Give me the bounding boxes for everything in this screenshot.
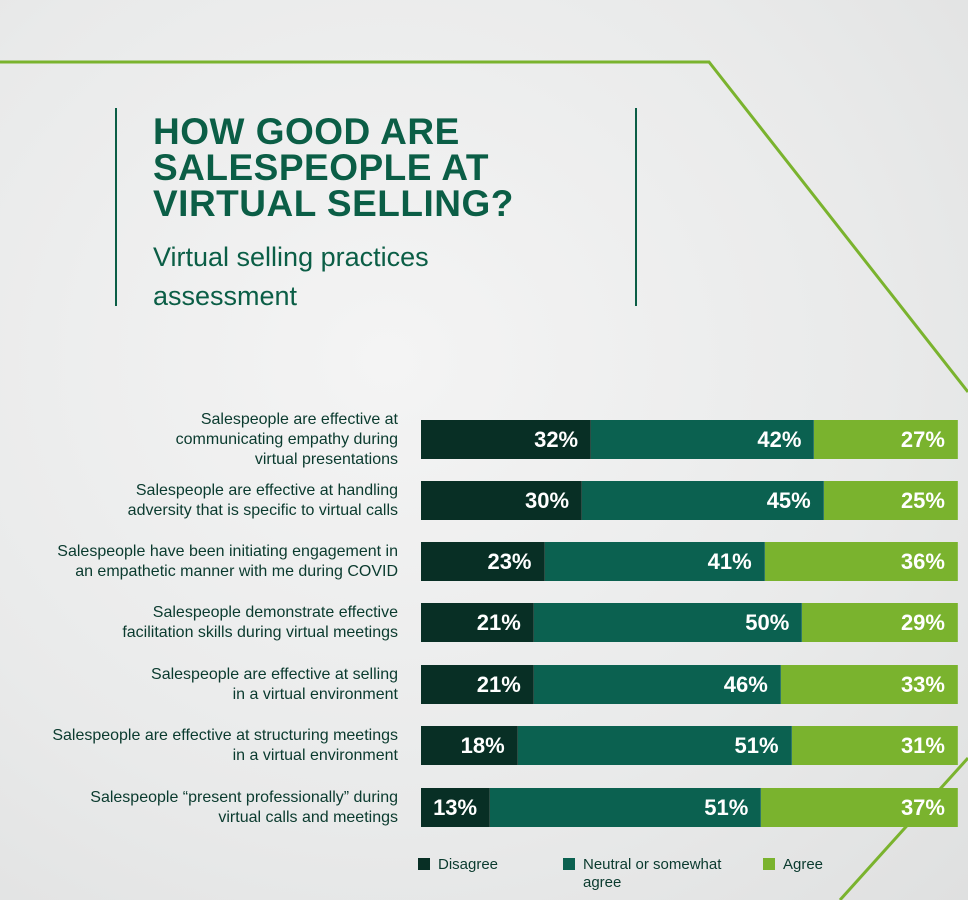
bar-segment-neutral: 51% bbox=[490, 788, 762, 827]
stacked-bar: 13% 51% 37% bbox=[421, 788, 958, 827]
bar-row: Salespeople have been initiating engagem… bbox=[0, 542, 968, 582]
stacked-bar: 23% 41% 36% bbox=[421, 542, 958, 581]
bar-segment-agree: 29% bbox=[802, 603, 958, 642]
chart-title: HOW GOOD ARE SALESPEOPLE AT VIRTUAL SELL… bbox=[153, 111, 514, 224]
bar-segment-agree: 27% bbox=[814, 420, 958, 459]
bar-segment-neutral: 45% bbox=[582, 481, 824, 520]
bar-segment-disagree: 18% bbox=[421, 726, 518, 765]
bar-segment-disagree: 23% bbox=[421, 542, 545, 581]
legend-item: Disagree bbox=[418, 856, 498, 874]
legend-swatch bbox=[763, 858, 775, 870]
legend-label: Disagree bbox=[438, 856, 499, 873]
bar-segment-agree: 36% bbox=[764, 542, 958, 581]
bar-segment-agree: 31% bbox=[791, 726, 958, 765]
legend-item: Agree bbox=[763, 856, 823, 874]
title-divider-right bbox=[635, 108, 637, 306]
category-label: Salespeople demonstrate effective facili… bbox=[122, 604, 398, 641]
bar-row: Salespeople are effective at handling ad… bbox=[0, 481, 968, 521]
bar-row: Salespeople “present professionally” dur… bbox=[0, 788, 968, 828]
legend-swatch bbox=[418, 858, 430, 870]
bar-segment-agree: 25% bbox=[823, 481, 958, 520]
bar-segment-neutral: 41% bbox=[544, 542, 765, 581]
bar-row: Salespeople are effective at selling in … bbox=[0, 665, 968, 705]
stacked-bar: 32% 42% 27% bbox=[421, 420, 958, 459]
bar-segment-disagree: 13% bbox=[421, 788, 491, 827]
bar-segment-neutral: 50% bbox=[533, 603, 803, 642]
chart-subtitle: Virtual selling practices assessment bbox=[153, 242, 429, 311]
category-label: Salespeople are effective at selling in … bbox=[151, 666, 398, 703]
stacked-bar: 18% 51% 31% bbox=[421, 726, 958, 765]
category-label: Salespeople are effective at handling ad… bbox=[127, 482, 398, 519]
legend-swatch bbox=[563, 858, 575, 870]
title-divider-left bbox=[115, 108, 117, 306]
category-label: Salespeople “present professionally” dur… bbox=[90, 789, 398, 826]
category-label: Salespeople have been initiating engagem… bbox=[57, 543, 398, 580]
bar-row: Salespeople demonstrate effective facili… bbox=[0, 603, 968, 643]
stacked-bar: 30% 45% 25% bbox=[421, 481, 958, 520]
bar-segment-neutral: 46% bbox=[533, 665, 781, 704]
bar-segment-disagree: 32% bbox=[421, 420, 592, 459]
bar-row: Salespeople are effective at communicati… bbox=[0, 411, 968, 468]
bar-row: Salespeople are effective at structuring… bbox=[0, 726, 968, 766]
bar-segment-disagree: 21% bbox=[421, 665, 534, 704]
bar-segment-neutral: 51% bbox=[517, 726, 792, 765]
bar-segment-neutral: 42% bbox=[591, 420, 815, 459]
category-label: Salespeople are effective at structuring… bbox=[52, 727, 398, 764]
legend-item: Neutral or somewhat agree bbox=[563, 856, 723, 892]
stacked-bar: 21% 46% 33% bbox=[421, 665, 958, 704]
bar-segment-disagree: 30% bbox=[421, 481, 583, 520]
category-label: Salespeople are effective at communicati… bbox=[175, 411, 398, 468]
legend-label: Agree bbox=[783, 856, 824, 873]
legend-label: Neutral or somewhat agree bbox=[583, 856, 722, 891]
bar-segment-agree: 33% bbox=[780, 665, 958, 704]
bar-segment-agree: 37% bbox=[761, 788, 958, 827]
stacked-bar: 21% 50% 29% bbox=[421, 603, 958, 642]
bar-segment-disagree: 21% bbox=[421, 603, 534, 642]
